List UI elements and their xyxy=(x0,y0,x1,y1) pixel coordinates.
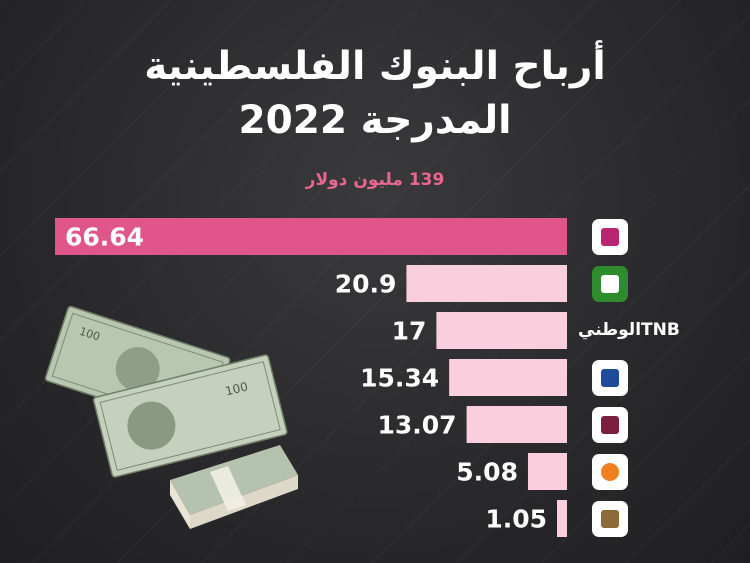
bar-value-label-2: 17 xyxy=(392,317,427,346)
svg-text:100: 100 xyxy=(224,379,250,398)
logo-mark-icon xyxy=(601,369,619,387)
bank-of-palestine-logo-icon xyxy=(592,219,628,255)
arab-islamic-bank-logo-icon xyxy=(592,407,628,443)
bar-0 xyxy=(55,218,567,255)
title-line-2: المدرجة 2022 xyxy=(238,98,512,143)
title-line-1: أرباح البنوك الفلسطينية xyxy=(144,44,606,89)
logo-mark-icon xyxy=(601,228,619,246)
bar-3 xyxy=(449,359,567,396)
quds-bank-logo-icon xyxy=(592,266,628,302)
svg-text:100: 100 xyxy=(78,325,102,344)
bar-value-label-0: 66.64 xyxy=(65,223,144,252)
chart-title: أرباح البنوك الفلسطينية المدرجة 2022 xyxy=(0,40,750,148)
bar-value-label-1: 20.9 xyxy=(335,270,397,299)
logo-mark-icon xyxy=(601,275,619,293)
bar-value-label-6: 1.05 xyxy=(485,505,547,534)
palestine-islamic-bank-logo-icon xyxy=(592,360,628,396)
palestine-investment-bank-logo-icon xyxy=(592,454,628,490)
bar-value-label-4: 13.07 xyxy=(378,411,457,440)
chart-subtitle: 139 مليون دولار xyxy=(305,170,445,190)
bar-5 xyxy=(527,453,567,490)
logo-mark-icon xyxy=(601,416,619,434)
bar-value-label-5: 5.08 xyxy=(456,458,518,487)
bar-6 xyxy=(557,500,567,537)
bar-value-label-3: 15.34 xyxy=(360,364,439,393)
logo-mark-icon xyxy=(601,463,619,481)
safa-bank-logo-icon xyxy=(592,501,628,537)
logo-mark-icon xyxy=(601,510,619,528)
bar-4 xyxy=(466,406,567,443)
bar-2 xyxy=(436,312,567,349)
bar-1 xyxy=(406,265,567,302)
money-stacks-image: 100 100 xyxy=(44,305,298,529)
tnb-logo-text: TNBالوطني xyxy=(578,320,680,340)
